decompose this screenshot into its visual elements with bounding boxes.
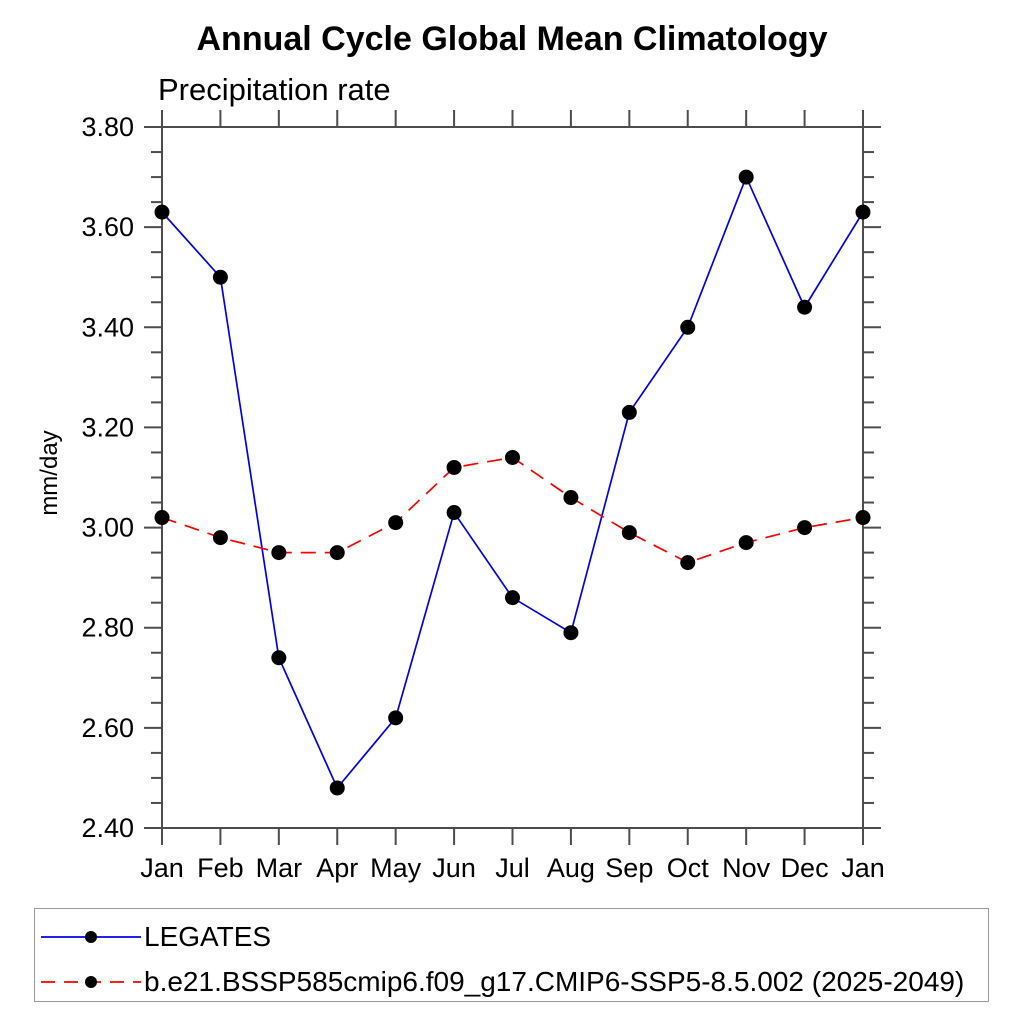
data-point-s0-6 xyxy=(505,590,520,606)
y-tick-label: 3.80 xyxy=(81,112,134,142)
y-tick-label: 2.40 xyxy=(81,813,134,843)
data-point-s1-9 xyxy=(680,555,696,571)
x-tick-label: Dec xyxy=(781,853,829,883)
x-tick-label: Jun xyxy=(432,853,476,883)
legend-line-sample-model xyxy=(41,976,141,988)
data-point-s0-8 xyxy=(621,404,637,420)
y-tick-label: 3.60 xyxy=(81,212,134,242)
legend-marker-icon xyxy=(85,931,97,943)
legend-item-model: b.e21.BSSP585cmip6.f09_g17.CMIP6-SSP5-8.… xyxy=(35,960,988,1004)
data-point-s1-6 xyxy=(505,449,520,465)
x-tick-label: Jul xyxy=(495,853,530,883)
y-tick-label: 2.80 xyxy=(81,613,134,643)
plot-area: 2.40 2.60 2.80 3.00 3.20 3.40 3.60 3.80 Jan Feb Ma… xyxy=(81,110,885,883)
legend-label-model: b.e21.BSSP585cmip6.f09_g17.CMIP6-SSP5-8.… xyxy=(144,966,965,997)
data-point-s0-12 xyxy=(855,204,871,220)
x-tick-label: Sep xyxy=(605,853,653,883)
data-point-s1-4 xyxy=(388,515,404,531)
data-point-s0-11 xyxy=(797,299,813,315)
y-tick-label: 3.20 xyxy=(81,412,134,442)
legend-marker-icon xyxy=(85,976,97,988)
plot-frame xyxy=(161,126,864,829)
legend-item-legates: LEGATES xyxy=(35,915,988,959)
y-tick-label: 2.60 xyxy=(81,713,134,743)
series-line-1 xyxy=(161,456,864,564)
data-point-s1-10 xyxy=(738,535,754,551)
chart-title: Annual Cycle Global Mean Climatology xyxy=(196,20,828,58)
data-point-s1-3 xyxy=(329,545,345,561)
data-point-s1-2 xyxy=(271,545,287,561)
data-point-s0-1 xyxy=(212,269,228,285)
legend-line-sample-legates xyxy=(41,931,141,943)
data-point-s1-0 xyxy=(154,510,170,526)
x-tick-label: Aug xyxy=(547,853,595,883)
data-point-s1-5 xyxy=(446,459,462,475)
x-tick-label: Apr xyxy=(316,853,358,883)
x-tick-label: Jan xyxy=(140,853,184,883)
data-point-s0-2 xyxy=(271,650,287,666)
y-tick-label: 3.00 xyxy=(81,513,134,543)
data-point-s1-7 xyxy=(563,490,579,506)
y-tick-label: 3.40 xyxy=(81,312,134,342)
data-point-s1-11 xyxy=(797,520,813,536)
data-point-s0-4 xyxy=(388,710,404,726)
data-point-s0-0 xyxy=(154,204,170,220)
data-point-s0-10 xyxy=(738,169,754,185)
series-line-0 xyxy=(161,174,864,790)
chart-subtitle: Precipitation rate xyxy=(158,72,391,107)
x-tick-label: Mar xyxy=(256,853,303,883)
x-tick-label: Jan xyxy=(841,853,885,883)
data-point-s0-7 xyxy=(563,625,579,641)
x-tick-label: Feb xyxy=(197,853,244,883)
data-point-s0-5 xyxy=(446,505,462,521)
x-tick-label: Oct xyxy=(667,853,710,883)
x-tick-label: May xyxy=(370,853,422,883)
data-point-s0-3 xyxy=(329,780,345,796)
data-point-s1-8 xyxy=(621,525,637,541)
legend: LEGATES b.e21.BSSP585cmip6.f09_g17.CMIP6… xyxy=(34,908,989,1002)
data-point-s1-12 xyxy=(855,510,871,526)
data-point-s0-9 xyxy=(680,319,696,335)
x-tick-label: Nov xyxy=(722,853,771,883)
data-point-s1-1 xyxy=(212,530,228,546)
legend-label-legates: LEGATES xyxy=(144,921,272,952)
